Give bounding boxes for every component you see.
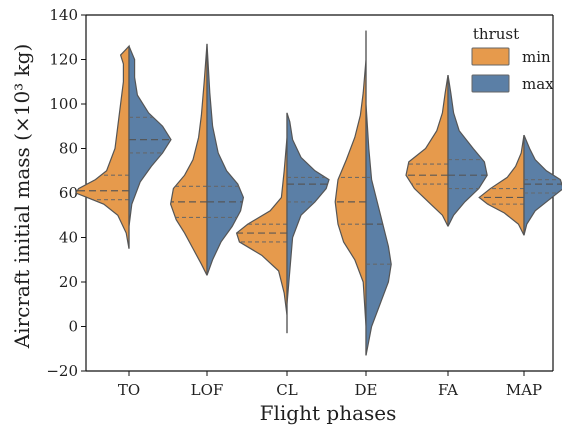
y-tick-label-8: 140 xyxy=(49,6,78,24)
violin-min-de xyxy=(334,30,367,356)
legend: thrust min max xyxy=(471,25,554,93)
x-tick-label-lof: LOF xyxy=(191,381,224,399)
violin-min-fa xyxy=(405,74,449,227)
y-tick-label-6: 100 xyxy=(49,95,78,113)
legend-title: thrust xyxy=(473,25,519,43)
y-tick-label-7: 120 xyxy=(49,51,78,69)
plot-layer: −20 0 20 40 60 80 100 120 140 TO LOF CL DE FA MAP xyxy=(46,6,562,399)
y-tick-label-3: 40 xyxy=(59,229,78,247)
x-tick-label-cl: CL xyxy=(276,381,297,399)
violin-min-map xyxy=(478,135,525,236)
x-tick-label-fa: FA xyxy=(438,381,458,399)
violin-max-de xyxy=(365,30,392,356)
y-tick-label-2: 20 xyxy=(59,273,78,291)
violin-min-cl xyxy=(235,112,288,334)
x-tick-label-to: TO xyxy=(118,381,140,399)
y-tick-label-4: 60 xyxy=(59,184,78,202)
legend-label-max: max xyxy=(522,75,554,93)
x-axis-label: Flight phases xyxy=(260,401,397,425)
y-tick-label-5: 80 xyxy=(59,140,78,158)
violin-max-lof xyxy=(206,43,245,276)
x-tick-label-de: DE xyxy=(355,381,378,399)
violin-min-lof xyxy=(169,43,208,276)
violin-max-cl xyxy=(286,112,330,334)
y-tick-label-1: 0 xyxy=(68,318,78,336)
violin-max-to xyxy=(128,45,172,249)
y-tick-label-0: −20 xyxy=(46,362,78,380)
legend-swatch-min xyxy=(471,47,510,66)
y-axis-label: Aircraft initial mass (×10³ kg) xyxy=(10,44,34,350)
legend-swatch-max xyxy=(471,74,510,93)
violin-min-to xyxy=(74,44,130,249)
violin-max-fa xyxy=(447,74,488,227)
x-tick-label-map: MAP xyxy=(506,381,542,399)
legend-label-min: min xyxy=(522,48,551,66)
violin-max-map xyxy=(523,134,562,236)
